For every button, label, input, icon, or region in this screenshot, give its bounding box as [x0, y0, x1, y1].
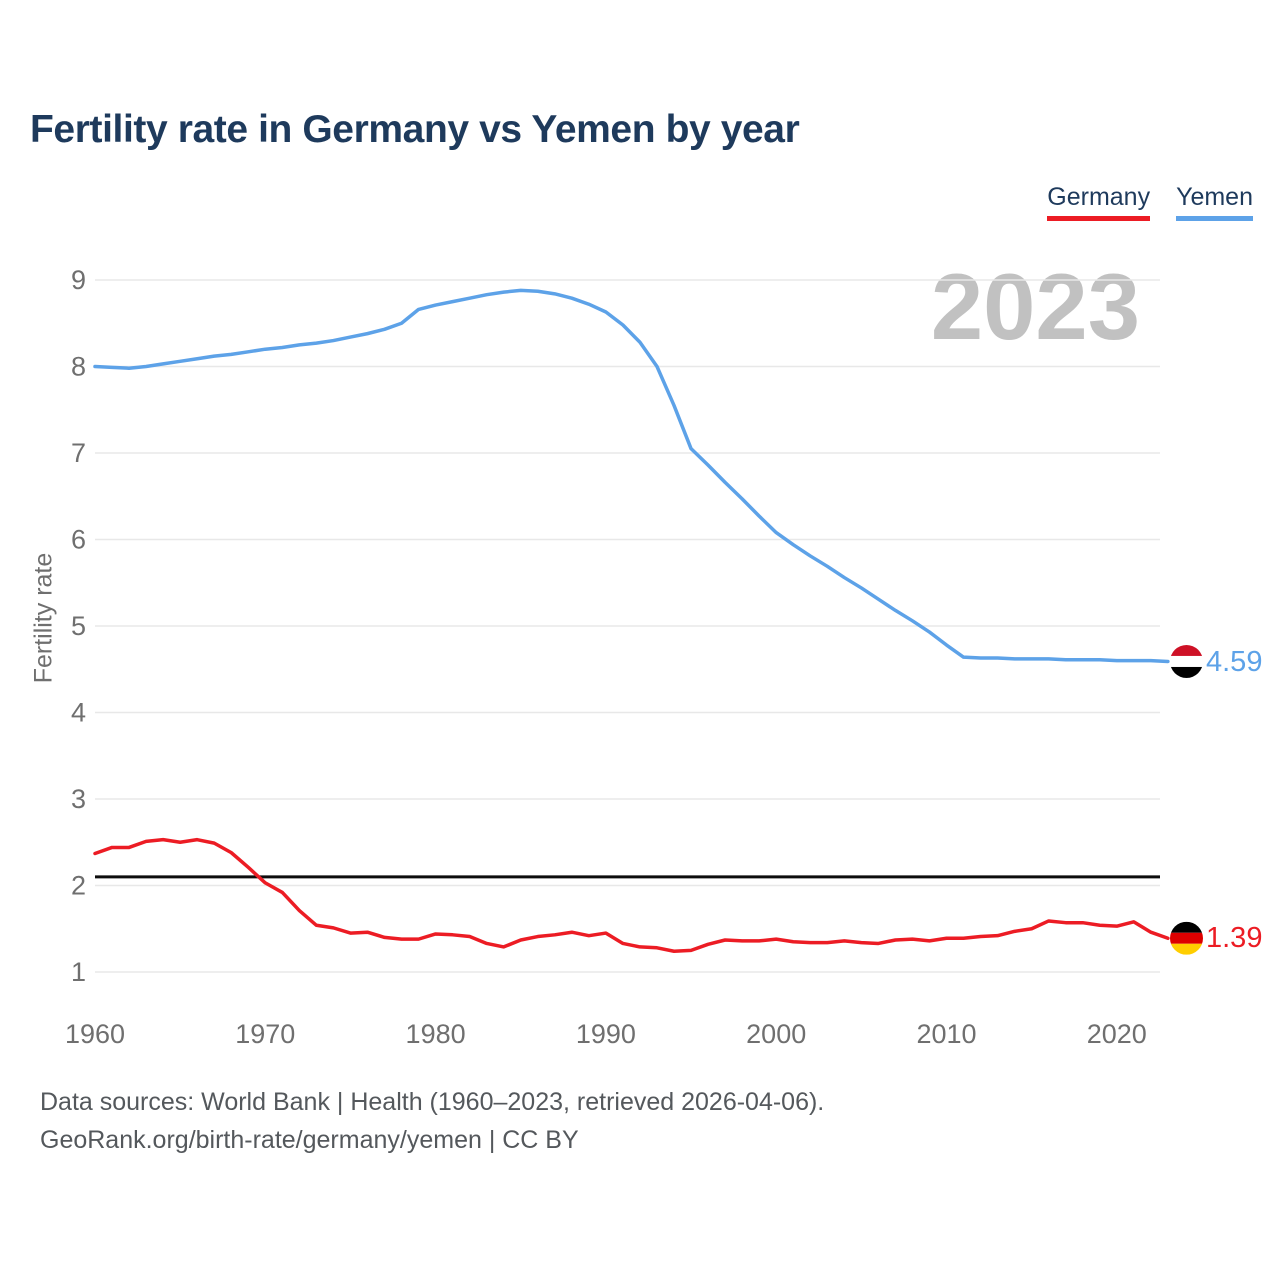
x-tick-label-2000: 2000 — [746, 1019, 806, 1049]
y-axis-title: Fertility rate — [29, 552, 58, 684]
y-tick-label-9: 9 — [71, 265, 86, 295]
yemen-flag-icon — [1170, 644, 1203, 678]
legend-label-germany: Germany — [1047, 183, 1151, 211]
y-tick-label-4: 4 — [71, 698, 86, 728]
x-tick-label-2020: 2020 — [1087, 1019, 1147, 1049]
legend-item-yemen[interactable]: Yemen — [1176, 183, 1253, 221]
x-tick-label-2010: 2010 — [916, 1019, 976, 1049]
y-tick-label-8: 8 — [71, 352, 86, 382]
footer: Data sources: World Bank | Health (1960–… — [40, 1083, 824, 1159]
legend: Germany Yemen — [1047, 183, 1253, 221]
y-tick-label-2: 2 — [71, 871, 86, 901]
y-tick-label-7: 7 — [71, 438, 86, 468]
legend-item-germany[interactable]: Germany — [1047, 183, 1151, 221]
x-tick-label-1960: 1960 — [65, 1019, 125, 1049]
x-tick-label-1990: 1990 — [576, 1019, 636, 1049]
footer-attribution: GeoRank.org/birth-rate/germany/yemen | C… — [40, 1126, 579, 1154]
x-tick-label-1970: 1970 — [235, 1019, 295, 1049]
germany-flag-icon — [1170, 921, 1203, 955]
y-tick-label-5: 5 — [71, 611, 86, 641]
x-tick-label-1980: 1980 — [406, 1019, 466, 1049]
germany-line — [93, 837, 1170, 953]
footer-sources: Data sources: World Bank | Health (1960–… — [40, 1088, 825, 1116]
germany-end-value: 1.39 — [1206, 922, 1263, 954]
yemen-line — [93, 288, 1170, 664]
y-tick-label-6: 6 — [71, 525, 86, 555]
legend-label-yemen: Yemen — [1176, 183, 1253, 211]
yemen-end-value: 4.59 — [1206, 646, 1263, 678]
watermark-year: 2023 — [930, 254, 1140, 359]
y-tick-label-3: 3 — [71, 784, 86, 814]
y-tick-label-1: 1 — [71, 957, 86, 987]
page-title: Fertility rate in Germany vs Yemen by ye… — [30, 108, 800, 151]
